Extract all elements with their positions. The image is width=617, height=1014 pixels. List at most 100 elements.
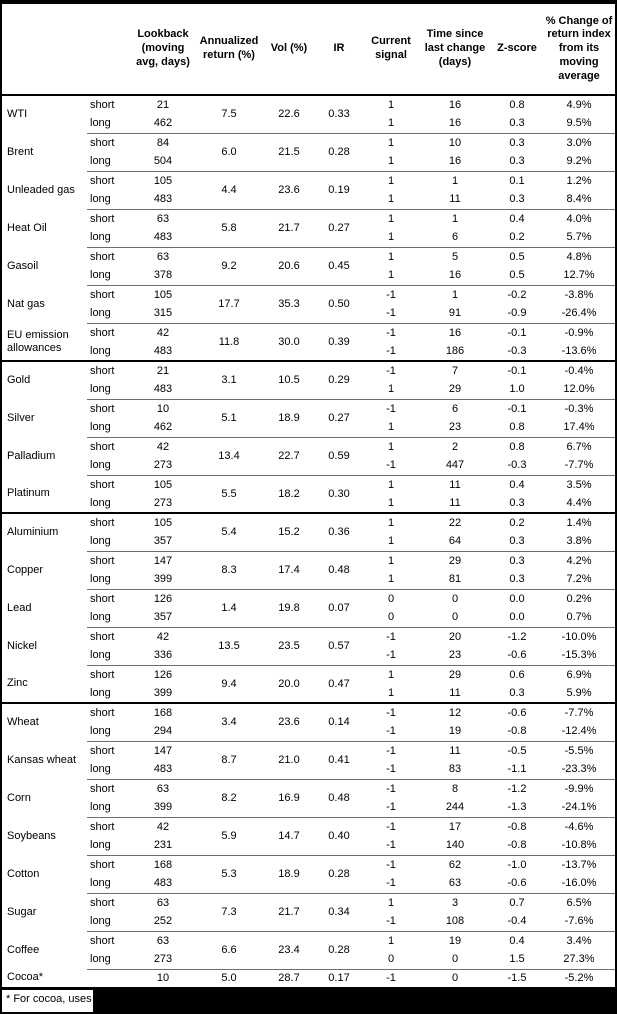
pct-change-value: -4.6%	[543, 816, 615, 836]
lookback-value: 504	[131, 152, 195, 171]
annualized-return-value: 11.8	[195, 322, 263, 361]
leg-label: short	[87, 284, 131, 304]
days-since-change-value: 0	[419, 968, 491, 990]
leg-label: short	[87, 512, 131, 532]
commodity-name: Zinc	[2, 665, 87, 703]
pct-change-value: -9.9%	[543, 778, 615, 798]
current-signal-value: 1	[363, 418, 419, 437]
commodity-name: Platinum	[2, 475, 87, 513]
table-row: Aluminium short 105 5.4 15.2 0.36 1 22 0.2 1.4%	[2, 512, 615, 551]
days-since-change-value: 7	[419, 360, 491, 380]
pct-change-value: 4.4%	[543, 494, 615, 513]
lookback-value: 168	[131, 854, 195, 874]
table-row: long 483 1 29 1.0 12.0%	[2, 380, 615, 399]
leg-label: long	[87, 570, 131, 589]
days-since-change-value: 11	[419, 684, 491, 703]
lookback-value: 63	[131, 778, 195, 798]
table-row: EU emission allowances short 42 11.8 30.0 0.3…	[2, 322, 615, 361]
commodity-name: Aluminium	[2, 512, 87, 551]
lookback-value: 378	[131, 266, 195, 285]
zscore-value: -0.9	[491, 304, 543, 323]
zscore-value: 0.4	[491, 474, 543, 494]
pct-change-value: 0.2%	[543, 588, 615, 608]
days-since-change-value: 1	[419, 208, 491, 228]
lookback-value: 21	[131, 95, 195, 114]
zscore-value: 0.5	[491, 266, 543, 285]
annualized-return-value: 17.7	[195, 284, 263, 323]
ir-value: 0.47	[315, 664, 363, 703]
pct-change-value: -15.3%	[543, 646, 615, 665]
table-row: Soybeans short 42 5.9 14.7 0.40 -1 17 -0.8 -4.6%	[2, 816, 615, 855]
table-row: long 273 -1 447 -0.3 -7.7%	[2, 456, 615, 475]
commodity-name: Silver	[2, 399, 87, 437]
leg-label: short	[87, 702, 131, 722]
pct-change-value: -7.6%	[543, 912, 615, 931]
annualized-return-value: 5.8	[195, 208, 263, 247]
days-since-change-value: 12	[419, 702, 491, 722]
commodity-name: Kansas wheat	[2, 741, 87, 779]
zscore-value: -0.6	[491, 874, 543, 893]
commodity-name: Corn	[2, 779, 87, 817]
pct-change-value: 27.3%	[543, 950, 615, 969]
zscore-value: 0.6	[491, 664, 543, 684]
commodity-name: Gold	[2, 360, 87, 399]
zscore-value: -1.1	[491, 760, 543, 779]
lookback-header: Lookback (moving avg, days)	[131, 4, 195, 96]
days-since-change-value: 17	[419, 816, 491, 836]
annualized-return-value: 8.2	[195, 778, 263, 817]
zscore-value: 0.2	[491, 512, 543, 532]
zscore-value: -0.4	[491, 912, 543, 931]
zscore-value: 0.3	[491, 532, 543, 551]
zscore-value: 0.3	[491, 494, 543, 513]
lookback-value: 273	[131, 950, 195, 969]
ir-value: 0.29	[315, 360, 363, 399]
pct-change-value: -5.2%	[543, 968, 615, 990]
table-body: WTI short 21 7.5 22.6 0.33 1 16 0.8 4.9% long 462 1 1…	[2, 95, 615, 990]
ir-value: 0.48	[315, 550, 363, 589]
leg-label: short	[87, 246, 131, 266]
leg-label: long	[87, 152, 131, 171]
days-since-change-value: 11	[419, 190, 491, 209]
days-since-change-value: 2	[419, 436, 491, 456]
table-row: long 273 1 11 0.3 4.4%	[2, 494, 615, 513]
current-signal-value: -1	[363, 912, 419, 931]
leg-label: short	[87, 930, 131, 950]
current-signal-header: Current signal	[363, 4, 419, 96]
lookback-value: 462	[131, 114, 195, 133]
commodity-name: Wheat	[2, 702, 87, 741]
lookback-value: 231	[131, 836, 195, 855]
leg-label: long	[87, 760, 131, 779]
lookback-value: 483	[131, 190, 195, 209]
current-signal-value: -1	[363, 646, 419, 665]
table-row: WTI short 21 7.5 22.6 0.33 1 16 0.8 4.9%	[2, 95, 615, 133]
ir-value: 0.34	[315, 892, 363, 931]
pct-change-value: 8.4%	[543, 190, 615, 209]
current-signal-value: 1	[363, 228, 419, 247]
annualized-return-value: 4.4	[195, 170, 263, 209]
ir-header: IR	[315, 4, 363, 96]
leg-label: short	[87, 740, 131, 760]
zscore-value: -0.2	[491, 284, 543, 304]
zscore-value: -1.0	[491, 854, 543, 874]
vol-value: 30.0	[263, 322, 315, 361]
annualized-return-value: 3.1	[195, 360, 263, 399]
annualized-return-value: 1.4	[195, 588, 263, 627]
days-since-change-value: 186	[419, 342, 491, 361]
leg-label: long	[87, 494, 131, 513]
table-row: Palladium short 42 13.4 22.7 0.59 1 2 0.8 6.7%	[2, 436, 615, 475]
table-row: Cocoa* 10 5.0 28.7 0.17 -1 0 -1.5 -5.2%	[2, 968, 615, 990]
zscore-value: 0.3	[491, 114, 543, 133]
lookback-value: 42	[131, 816, 195, 836]
current-signal-value: 1	[363, 892, 419, 912]
table-row: Platinum short 105 5.5 18.2 0.30 1 11 0.4 3.5%	[2, 474, 615, 513]
pct-change-value: -5.5%	[543, 740, 615, 760]
commodity-name: Unleaded gas	[2, 171, 87, 209]
pct-change-value: -13.7%	[543, 854, 615, 874]
leg-label: short	[87, 588, 131, 608]
days-since-change-value: 22	[419, 512, 491, 532]
pct-change-value: 5.7%	[543, 228, 615, 247]
ir-value: 0.59	[315, 436, 363, 475]
table-row: Zinc short 126 9.4 20.0 0.47 1 29 0.6 6.9%	[2, 664, 615, 703]
annualized-return-value: 8.7	[195, 740, 263, 779]
days-since-change-value: 11	[419, 474, 491, 494]
